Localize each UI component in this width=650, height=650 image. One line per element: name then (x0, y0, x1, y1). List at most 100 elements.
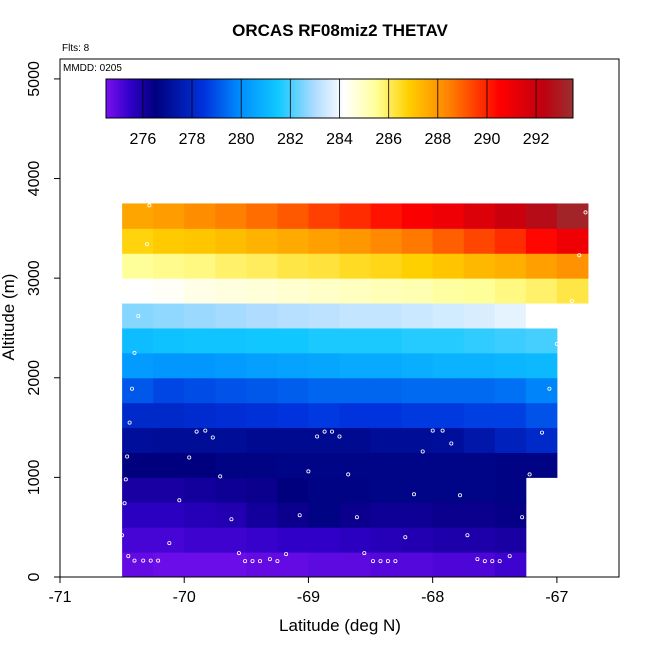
heatmap-cell (308, 278, 340, 304)
heatmap-cell (401, 327, 434, 354)
heatmap-cell (401, 477, 434, 503)
colorbar-tick-label: 292 (523, 131, 550, 148)
heatmap-cell (494, 303, 527, 329)
heatmap-cell (215, 452, 247, 478)
heatmap-cell (246, 228, 278, 254)
heatmap-cell (215, 352, 247, 379)
heatmap-cell (246, 203, 278, 229)
heatmap-cell (494, 203, 527, 229)
flight-point (385, 559, 390, 564)
heatmap-cell (277, 477, 309, 503)
colorbar-tick-label: 278 (179, 131, 206, 148)
heatmap-cell (401, 527, 434, 553)
heatmap-cell (494, 278, 527, 304)
heatmap-cell (432, 377, 465, 404)
heatmap-cell (339, 228, 372, 254)
heatmap-cell (525, 427, 558, 453)
heatmap-cell (370, 402, 403, 429)
heatmap-cell (463, 552, 496, 578)
flight-track-points (120, 203, 588, 564)
heatmap-cell (494, 502, 527, 528)
heatmap-cell (184, 452, 216, 478)
flight-point (123, 477, 128, 482)
flight-point (132, 558, 137, 563)
heatmap-cell (277, 278, 309, 304)
heatmap-cell (432, 477, 465, 503)
heatmap-cell (308, 228, 340, 254)
flight-point (520, 515, 525, 520)
heatmap-cell (339, 203, 372, 229)
x-tick-label: -69 (297, 589, 320, 606)
heatmap-cell (339, 352, 372, 379)
heatmap-cell (525, 377, 558, 404)
heatmap-cell (153, 303, 185, 329)
plot-frame (59, 58, 620, 578)
heatmap-cell (246, 477, 278, 503)
heatmap-cell (401, 452, 434, 478)
heatmap-cell (463, 402, 496, 429)
heatmap-cell (277, 228, 309, 254)
heatmap-cell (277, 327, 309, 354)
colorbar-tick-label: 284 (326, 131, 353, 148)
heatmap-cell (432, 327, 465, 354)
heatmap-cell (308, 477, 340, 503)
flight-point (203, 428, 208, 433)
heatmap-cell (401, 377, 434, 404)
heatmap-cell (215, 502, 247, 528)
heatmap-cell (215, 427, 247, 453)
heatmap-cell (184, 502, 216, 528)
heatmap-cell (339, 303, 372, 329)
colorbar-dividers (142, 79, 537, 118)
y-tick-label: 0 (26, 572, 43, 581)
flight-point (306, 469, 311, 474)
heatmap-cell (277, 452, 309, 478)
heatmap-cell (432, 402, 465, 429)
heatmap-cell (339, 427, 372, 453)
heatmap-cell (494, 552, 527, 578)
flight-point (125, 454, 130, 459)
heatmap-cell (184, 253, 216, 279)
flight-point (527, 472, 532, 477)
heatmap-cell (401, 552, 434, 578)
flight-point (148, 558, 153, 563)
heatmap-cell (246, 502, 278, 528)
heatmap-cell (184, 377, 216, 404)
flight-point (144, 242, 149, 247)
heatmap-cell (277, 527, 309, 553)
heatmap-cell (184, 278, 216, 304)
colorbar-tick-label: 280 (228, 131, 255, 148)
heatmap-cell (246, 427, 278, 453)
heatmap-cell (308, 452, 340, 478)
heatmap-cell (339, 278, 372, 304)
heatmap-cell (463, 427, 496, 453)
colorbar-tick-labels: 276 278 280 282 284 286 288 290 292 (130, 131, 550, 148)
heatmap-cell (308, 552, 340, 578)
flight-point (430, 428, 435, 433)
heatmap-cell (370, 477, 403, 503)
heatmap-cell (494, 452, 527, 478)
heatmap-cell (556, 203, 589, 229)
flight-point (393, 559, 398, 564)
flight-point (378, 559, 383, 564)
flight-point (210, 435, 215, 440)
flight-point (126, 554, 131, 559)
colorbar-tick-label: 288 (424, 131, 451, 148)
heatmap-cell (184, 427, 216, 453)
heatmap-cell (215, 278, 247, 304)
flight-point (136, 313, 141, 318)
heatmap-cell (215, 552, 247, 578)
heatmap-cell (370, 377, 403, 404)
heatmap-cell (184, 203, 216, 229)
heatmap-cell (153, 377, 185, 404)
flight-point (577, 253, 582, 258)
heatmap-cell (339, 452, 372, 478)
heatmap-cell (432, 502, 465, 528)
heatmap-cell (525, 203, 558, 229)
heatmap-cell (432, 427, 465, 453)
heatmap-cell (401, 402, 434, 429)
heatmap-cell (370, 552, 403, 578)
y-tick-label: 3000 (26, 260, 43, 296)
heatmap-cell (246, 552, 278, 578)
x-tick-label: -67 (545, 589, 568, 606)
flight-point (583, 210, 588, 215)
